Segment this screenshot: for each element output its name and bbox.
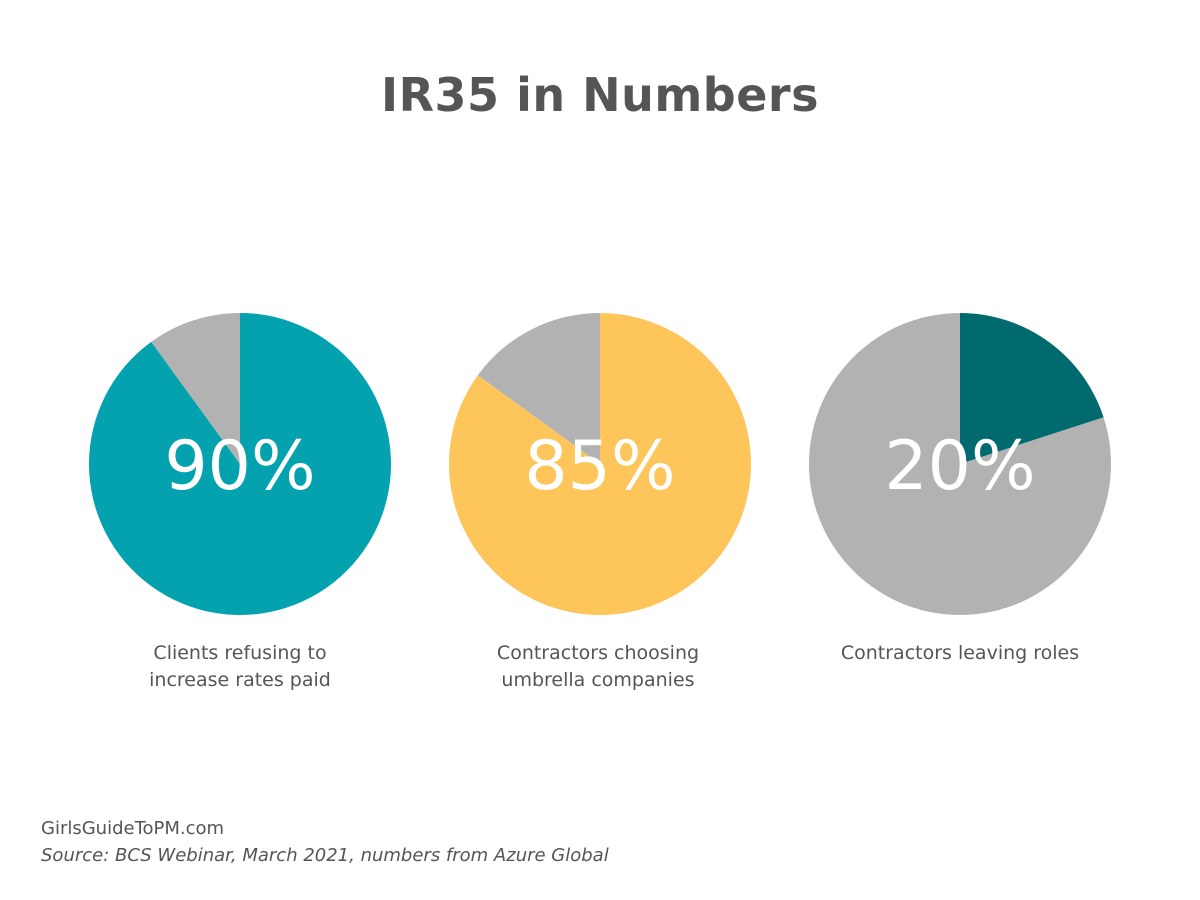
- pie-chart-contractors-umbrella: 85%: [420, 311, 780, 617]
- caption-line: increase rates paid: [149, 669, 331, 691]
- pie-slice-remainder: [477, 313, 600, 464]
- pie-chart-clients-refusing: 90%: [60, 311, 420, 617]
- site-credit: GirlsGuideToPM.com: [41, 818, 225, 839]
- pie-chart-contractors-leaving: 20%: [780, 311, 1140, 617]
- caption-line: Contractors leaving roles: [840, 642, 1080, 664]
- pie-caption-contractors-leaving: Contractors leaving roles: [780, 640, 1140, 667]
- pie-slice-remainder: [151, 313, 240, 464]
- pie-center-percent: 20%: [884, 427, 1035, 506]
- pie-svg: 85%: [449, 313, 752, 615]
- pie-svg: 20%: [809, 313, 1111, 615]
- caption-line: Clients refusing to: [153, 642, 327, 664]
- pie-caption-contractors-umbrella: Contractors choosing umbrella companies: [418, 640, 778, 694]
- chart-title: IR35 in Numbers: [381, 68, 819, 122]
- caption-line: umbrella companies: [501, 669, 695, 691]
- pie-slice-value: [960, 313, 1104, 464]
- caption-line: Contractors choosing: [496, 642, 700, 664]
- pie-center-percent: 90%: [164, 427, 315, 506]
- pie-slice-value: [449, 313, 752, 615]
- pie-svg: 90%: [89, 313, 391, 615]
- pie-caption-clients-refusing: Clients refusing to increase rates paid: [60, 640, 420, 694]
- pie-slice-remainder: [809, 313, 1111, 615]
- source-note: Source: BCS Webinar, March 2021, numbers…: [41, 845, 609, 866]
- pie-center-percent: 85%: [524, 427, 675, 506]
